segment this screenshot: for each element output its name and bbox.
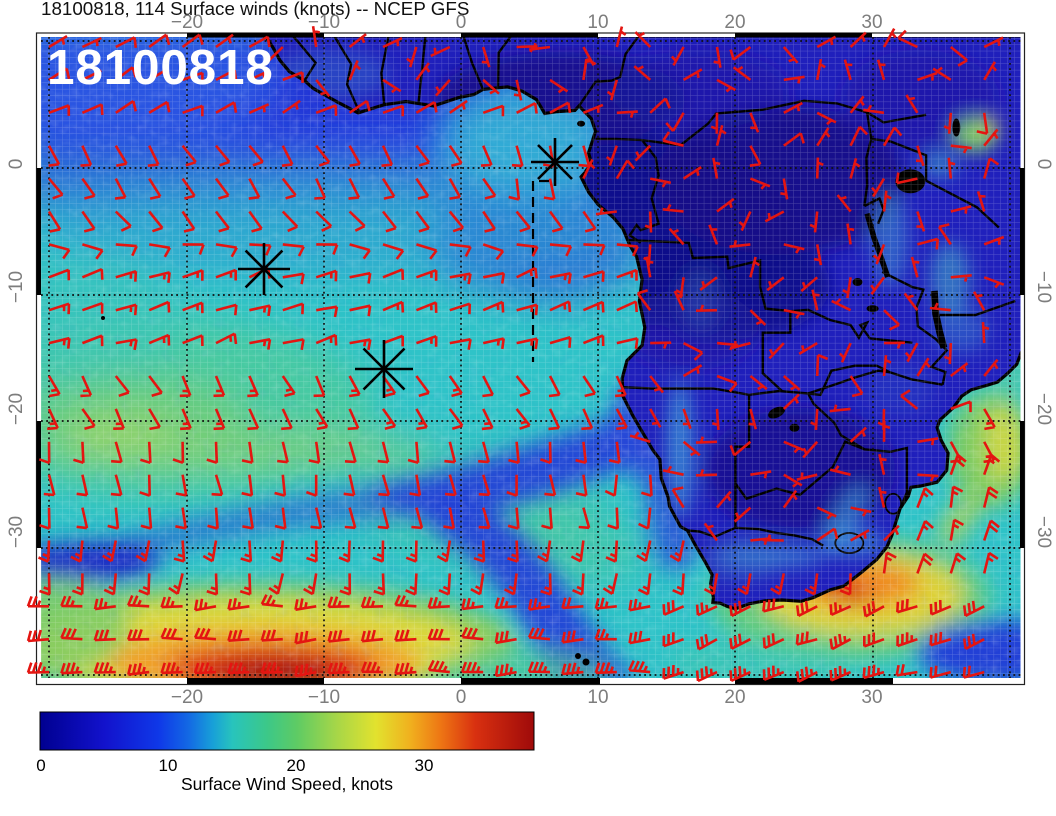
svg-text:−10: −10 [308, 12, 340, 33]
svg-text:10: 10 [159, 756, 178, 775]
svg-text:20: 20 [724, 12, 745, 33]
svg-text:0: 0 [36, 756, 45, 775]
svg-text:10: 10 [587, 687, 608, 708]
svg-text:−10: −10 [308, 687, 340, 708]
svg-text:−30: −30 [6, 516, 27, 548]
svg-text:30: 30 [415, 756, 434, 775]
svg-text:0: 0 [456, 12, 467, 33]
svg-text:Surface Wind Speed, knots: Surface Wind Speed, knots [181, 774, 393, 794]
svg-text:30: 30 [861, 12, 882, 33]
svg-text:−20: −20 [1033, 393, 1054, 425]
svg-text:18100818: 18100818 [47, 40, 274, 95]
svg-text:−20: −20 [171, 687, 203, 708]
svg-text:30: 30 [861, 687, 882, 708]
svg-text:−20: −20 [6, 393, 27, 425]
svg-text:−10: −10 [1033, 271, 1054, 303]
svg-text:10: 10 [587, 12, 608, 33]
svg-text:18100818, 114 Surface winds (k: 18100818, 114 Surface winds (knots) -- N… [41, 0, 469, 19]
svg-text:0: 0 [456, 687, 467, 708]
svg-text:−10: −10 [6, 271, 27, 303]
svg-text:20: 20 [724, 687, 745, 708]
svg-text:0: 0 [6, 159, 27, 170]
svg-text:20: 20 [287, 756, 306, 775]
svg-text:−30: −30 [1033, 516, 1054, 548]
svg-text:0: 0 [1033, 159, 1054, 170]
svg-text:−20: −20 [171, 12, 203, 33]
